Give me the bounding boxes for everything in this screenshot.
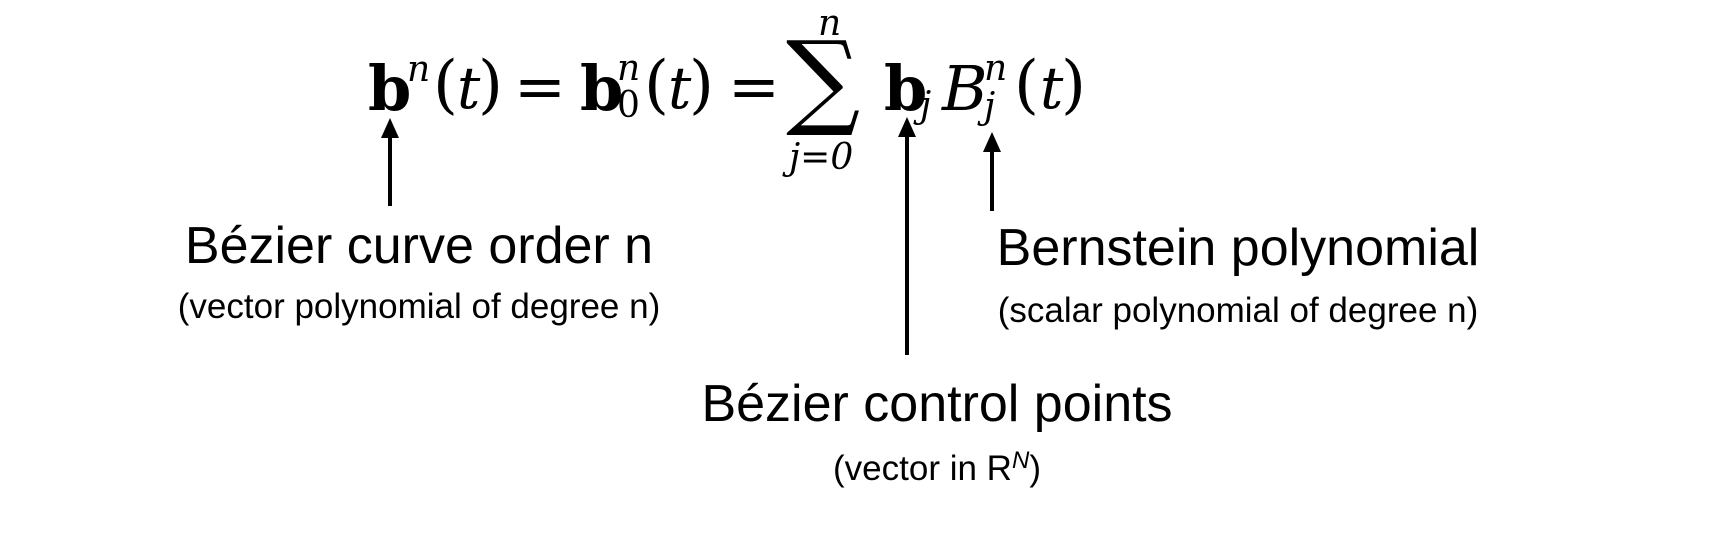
sigma-lower-limit: j=0 xyxy=(789,137,854,178)
arrow-up-icon xyxy=(983,132,1001,211)
control-points-subtitle-sup: N xyxy=(1011,447,1030,474)
b-zero-sup-n: n xyxy=(617,48,641,89)
control-points-subtitle-prefix: (vector in R xyxy=(833,449,1012,488)
var-t: t xyxy=(668,54,692,122)
arrow-up-icon xyxy=(381,118,399,206)
var-t: t xyxy=(1040,54,1064,122)
close-paren: ) xyxy=(689,48,714,122)
var-t: t xyxy=(457,54,481,122)
bernstein-sub-j: j xyxy=(984,86,996,127)
b-zero-sub-0: 0 xyxy=(617,85,640,126)
b-term-sup-n: n xyxy=(407,49,431,90)
control-points-label-title: Bézier control points xyxy=(701,375,1173,433)
sigma-symbol: ∑ xyxy=(786,18,861,140)
bj-term: b xyxy=(884,52,928,125)
b-zero-term: b xyxy=(580,52,624,125)
curve-label-subtitle: (vector polynomial of degree n) xyxy=(177,287,661,326)
control-points-label-subtitle: (vector in RN) xyxy=(833,449,1041,488)
arrow-up-icon xyxy=(898,117,916,355)
equals-sign: = xyxy=(514,50,566,123)
curve-label-title: Bézier curve order n xyxy=(184,217,654,275)
close-paren: ) xyxy=(478,48,503,122)
b-term: b xyxy=(368,52,412,125)
bernstein-label-subtitle: (scalar polynomial of degree n) xyxy=(997,291,1479,330)
sigma-upper-limit: n xyxy=(818,3,842,44)
bernstein-sup-n: n xyxy=(984,48,1008,89)
control-points-subtitle-suffix: ) xyxy=(1029,449,1041,488)
bernstein-label-title: Bernstein polynomial xyxy=(996,219,1480,277)
close-paren: ) xyxy=(1061,48,1086,122)
open-paren: ( xyxy=(433,48,458,122)
equals-sign: = xyxy=(728,50,780,123)
open-paren: ( xyxy=(1014,48,1039,122)
bernstein-B: B xyxy=(942,52,988,125)
bj-sub-j: j xyxy=(920,85,932,126)
open-paren: ( xyxy=(644,48,669,122)
